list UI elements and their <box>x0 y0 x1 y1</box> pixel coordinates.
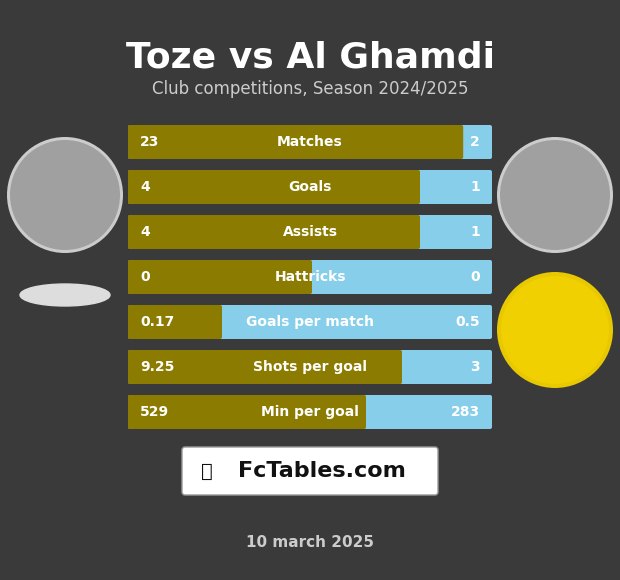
Text: 283: 283 <box>451 405 480 419</box>
FancyBboxPatch shape <box>128 125 463 159</box>
Text: Shots per goal: Shots per goal <box>253 360 367 374</box>
Text: Club competitions, Season 2024/2025: Club competitions, Season 2024/2025 <box>152 80 468 98</box>
Text: 2: 2 <box>470 135 480 149</box>
Text: 0: 0 <box>471 270 480 284</box>
Text: 3: 3 <box>471 360 480 374</box>
Circle shape <box>497 272 613 388</box>
Circle shape <box>10 140 120 250</box>
Text: 9.25: 9.25 <box>140 360 174 374</box>
Text: 1: 1 <box>470 225 480 239</box>
Text: Assists: Assists <box>283 225 337 239</box>
Text: 0: 0 <box>140 270 149 284</box>
Circle shape <box>497 137 613 253</box>
FancyBboxPatch shape <box>128 260 492 294</box>
FancyBboxPatch shape <box>128 170 492 204</box>
Text: 📊: 📊 <box>201 462 213 480</box>
Text: 23: 23 <box>140 135 159 149</box>
FancyBboxPatch shape <box>128 305 222 339</box>
FancyBboxPatch shape <box>128 170 420 204</box>
FancyBboxPatch shape <box>182 447 438 495</box>
Text: 4: 4 <box>140 180 150 194</box>
Circle shape <box>501 276 609 384</box>
FancyBboxPatch shape <box>128 125 492 159</box>
Text: Toze vs Al Ghamdi: Toze vs Al Ghamdi <box>125 40 495 74</box>
Circle shape <box>500 140 610 250</box>
Ellipse shape <box>20 284 110 306</box>
Text: 0.5: 0.5 <box>455 315 480 329</box>
Text: Matches: Matches <box>277 135 343 149</box>
Text: Goals: Goals <box>288 180 332 194</box>
FancyBboxPatch shape <box>128 350 492 384</box>
FancyBboxPatch shape <box>128 350 402 384</box>
FancyBboxPatch shape <box>128 215 420 249</box>
Text: FcTables.com: FcTables.com <box>238 461 406 481</box>
FancyBboxPatch shape <box>128 305 492 339</box>
Text: Hattricks: Hattricks <box>274 270 346 284</box>
Text: Min per goal: Min per goal <box>261 405 359 419</box>
FancyBboxPatch shape <box>128 395 492 429</box>
Text: 1: 1 <box>470 180 480 194</box>
Text: 529: 529 <box>140 405 169 419</box>
Text: 10 march 2025: 10 march 2025 <box>246 535 374 550</box>
Text: 0.17: 0.17 <box>140 315 174 329</box>
FancyBboxPatch shape <box>128 260 312 294</box>
Text: 4: 4 <box>140 225 150 239</box>
Circle shape <box>7 137 123 253</box>
FancyBboxPatch shape <box>128 395 366 429</box>
Text: Goals per match: Goals per match <box>246 315 374 329</box>
FancyBboxPatch shape <box>128 215 492 249</box>
